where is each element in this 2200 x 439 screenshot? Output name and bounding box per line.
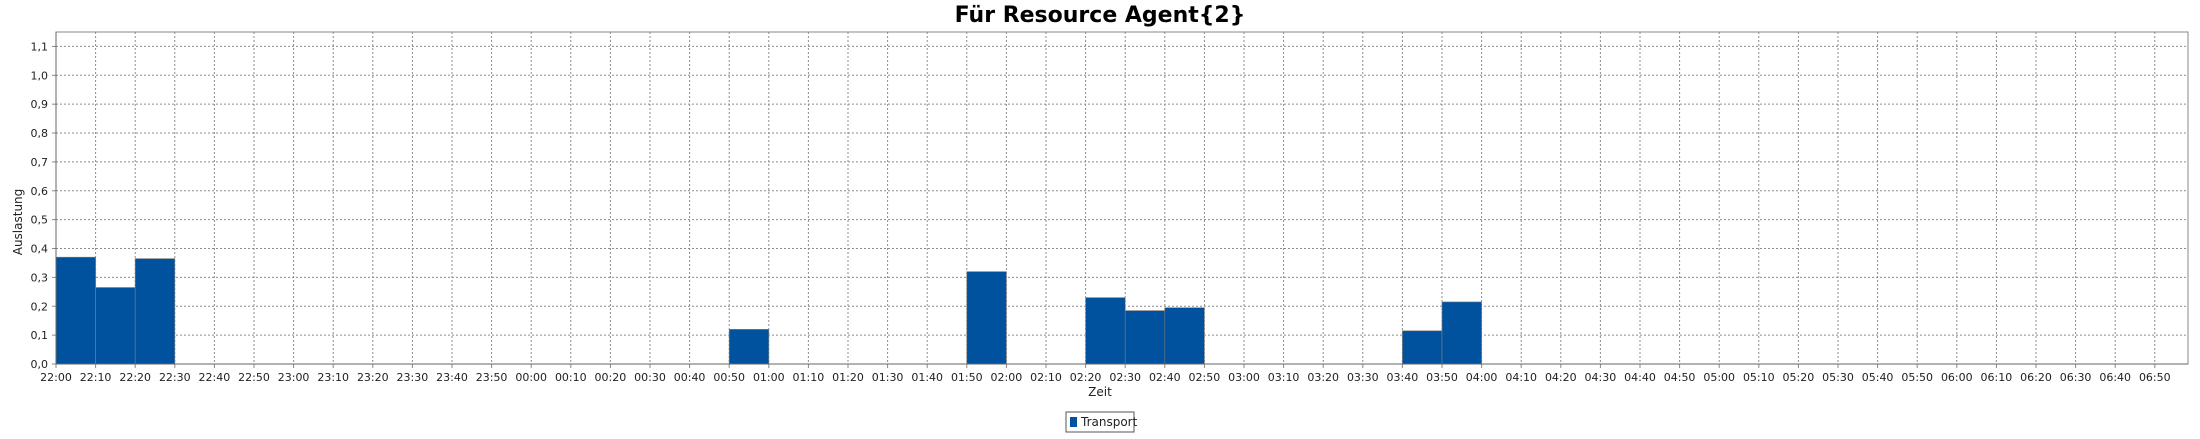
bar-transport: [728, 329, 770, 365]
y-tick-label: 0,3: [31, 271, 49, 284]
x-tick-label: 05:10: [1743, 371, 1775, 384]
x-tick-label: 02:40: [1149, 371, 1181, 384]
y-tick-label: 1,1: [31, 40, 49, 53]
x-tick-label: 23:00: [278, 371, 310, 384]
x-tick-label: 02:50: [1189, 371, 1221, 384]
x-tick-label: 04:30: [1585, 371, 1617, 384]
x-tick-label: 00:50: [713, 371, 745, 384]
chart-title: Für Resource Agent{2}: [955, 3, 1246, 28]
x-tick-label: 22:50: [238, 371, 270, 384]
x-tick-label: 01:50: [951, 371, 983, 384]
bar-layer: [55, 256, 1482, 365]
x-tick-label: 06:50: [2139, 371, 2171, 384]
x-tick-label: 02:30: [1109, 371, 1141, 384]
x-tick-label: 06:20: [2020, 371, 2052, 384]
x-tick-label: 03:20: [1307, 371, 1339, 384]
bar-transport: [55, 256, 96, 365]
x-tick-label: 22:20: [119, 371, 151, 384]
y-tick-label: 0,4: [31, 243, 49, 256]
x-tick-label: 01:40: [911, 371, 943, 384]
x-tick-label: 22:10: [80, 371, 112, 384]
x-tick-label: 06:30: [2060, 371, 2092, 384]
legend-swatch-transport: [1070, 417, 1077, 427]
x-tick-label: 22:40: [199, 371, 231, 384]
x-tick-label: 22:00: [40, 371, 72, 384]
axis-layer: 0,0 0,1 0,2 0,3 0,4 0,5 0,6 0,7 0,8 0,9 1,0 1,1 22:0…: [31, 32, 2188, 384]
bar-transport: [134, 258, 176, 365]
x-tick-label: 02:20: [1070, 371, 1102, 384]
x-tick-label: 04:50: [1664, 371, 1696, 384]
x-tick-label: 23:40: [436, 371, 468, 384]
x-tick-label: 05:30: [1822, 371, 1854, 384]
bar-transport: [1085, 297, 1126, 365]
x-tick-label: 03:50: [1426, 371, 1458, 384]
x-tick-label: 05:50: [1901, 371, 1933, 384]
x-tick-label: 04:40: [1624, 371, 1656, 384]
x-tick-label: 06:10: [1981, 371, 2013, 384]
bar-transport: [1441, 301, 1482, 365]
x-tick-label: 01:30: [872, 371, 904, 384]
x-tick-label: 04:10: [1505, 371, 1537, 384]
x-tick-label: 01:20: [832, 371, 864, 384]
y-tick-label: 0,5: [31, 214, 49, 227]
legend-box: [1065, 411, 1135, 433]
legend: Transport: [1065, 411, 1138, 433]
x-axis-label: Zeit: [1088, 385, 1112, 399]
legend-label-transport: Transport: [1080, 415, 1138, 429]
x-tick-label: 05:40: [1862, 371, 1894, 384]
x-tick-label: 01:10: [793, 371, 825, 384]
x-tick-label: 00:20: [595, 371, 627, 384]
y-tick-label: 0,7: [31, 156, 49, 169]
bar-transport: [1164, 307, 1205, 365]
y-tick-label: 0,8: [31, 127, 49, 140]
x-tick-label: 00:00: [515, 371, 547, 384]
y-tick-label: 0,0: [31, 358, 49, 371]
y-tick-label: 0,1: [31, 329, 49, 342]
x-tick-label: 04:00: [1466, 371, 1498, 384]
x-tick-label: 06:00: [1941, 371, 1973, 384]
x-tick-label: 01:00: [753, 371, 785, 384]
x-tick-label: 23:20: [357, 371, 389, 384]
x-tick-label: 22:30: [159, 371, 191, 384]
x-tick-label: 03:00: [1228, 371, 1260, 384]
x-tick-label: 02:10: [1030, 371, 1062, 384]
bar-transport: [1402, 330, 1443, 365]
x-tick-label: 02:00: [991, 371, 1023, 384]
x-tick-label: 23:50: [476, 371, 508, 384]
x-tick-label: 04:20: [1545, 371, 1577, 384]
y-tick-label: 0,6: [31, 185, 49, 198]
y-tick-label: 1,0: [31, 69, 49, 82]
x-tick-label: 06:40: [2099, 371, 2131, 384]
bar-transport: [1124, 310, 1166, 365]
x-tick-label: 03:40: [1387, 371, 1419, 384]
y-tick-label: 0,9: [31, 98, 49, 111]
x-tick-label: 05:20: [1783, 371, 1815, 384]
x-tick-label: 23:30: [397, 371, 429, 384]
bar-transport: [966, 271, 1007, 365]
y-axis-label: Auslastung: [11, 189, 25, 256]
bar-transport: [95, 287, 136, 365]
x-tick-label: 05:00: [1703, 371, 1735, 384]
x-tick-label: 00:40: [674, 371, 706, 384]
y-tick-label: 0,2: [31, 300, 49, 313]
x-tick-label: 00:30: [634, 371, 666, 384]
x-tick-label: 03:30: [1347, 371, 1379, 384]
x-tick-label: 00:10: [555, 371, 587, 384]
x-tick-label: 23:10: [317, 371, 349, 384]
x-tick-label: 03:10: [1268, 371, 1300, 384]
